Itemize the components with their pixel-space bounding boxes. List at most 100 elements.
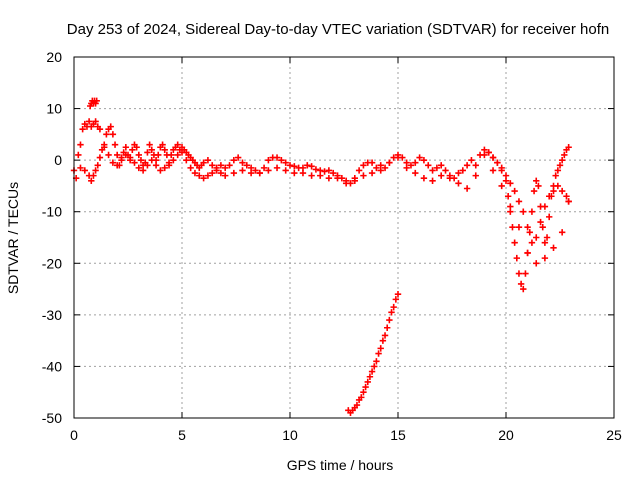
data-point <box>174 151 181 159</box>
y-tick-label: -20 <box>42 255 62 271</box>
data-point <box>388 309 395 316</box>
data-point <box>308 172 315 179</box>
data-point <box>122 144 130 151</box>
data-point <box>152 162 160 169</box>
data-point <box>377 345 384 352</box>
data-point <box>114 162 121 169</box>
data-point <box>131 159 138 166</box>
data-point <box>386 159 393 166</box>
data-point <box>129 146 136 154</box>
data-point <box>515 198 523 205</box>
x-tick-label: 20 <box>498 427 514 443</box>
data-point <box>394 154 402 161</box>
data-point <box>139 167 147 174</box>
data-point <box>239 167 246 174</box>
data-point <box>507 180 514 187</box>
data-point <box>537 218 544 226</box>
data-point <box>252 167 259 174</box>
data-point <box>541 203 549 210</box>
data-point <box>234 154 242 161</box>
data-point <box>308 163 315 170</box>
data-point <box>533 260 540 267</box>
data-point <box>133 144 140 151</box>
data-point <box>472 172 479 179</box>
data-point <box>191 169 199 177</box>
y-tick-label: 10 <box>46 101 62 117</box>
y-tick-label: -30 <box>42 307 62 323</box>
data-point <box>541 239 549 246</box>
data-point <box>565 198 572 205</box>
data-point <box>183 156 190 164</box>
chart-title: Day 253 of 2024, Sidereal Day-to-day VTE… <box>67 21 609 38</box>
data-point <box>260 164 268 172</box>
data-point <box>114 151 121 159</box>
data-point <box>522 270 529 277</box>
data-point <box>168 151 175 159</box>
data-point <box>247 169 255 177</box>
data-point <box>93 97 100 105</box>
series-drop <box>345 291 402 417</box>
plot-frame <box>73 56 615 419</box>
data-point <box>442 167 449 174</box>
data-point <box>371 363 378 370</box>
data-point <box>217 162 225 169</box>
data-point <box>463 185 471 192</box>
data-point <box>291 163 298 170</box>
data-point <box>170 156 177 164</box>
data-point <box>273 164 281 172</box>
data-point <box>429 177 436 184</box>
data-point <box>381 164 389 172</box>
data-point <box>118 156 125 164</box>
data-point <box>135 164 142 172</box>
data-point <box>438 162 445 169</box>
data-point <box>526 229 533 236</box>
data-point <box>554 167 562 174</box>
x-tick-label: 15 <box>390 427 406 443</box>
data-point <box>291 169 298 177</box>
data-point <box>239 159 246 166</box>
data-point <box>209 162 216 169</box>
data-point <box>533 177 540 184</box>
data-point <box>412 159 419 166</box>
data-point <box>373 164 380 172</box>
data-point <box>317 172 324 179</box>
series-spike <box>87 97 100 110</box>
x-tick-label: 5 <box>178 427 186 443</box>
data-point <box>109 159 117 166</box>
x-axis-title: GPS time / hours <box>287 457 394 473</box>
data-point <box>92 167 99 174</box>
data-point <box>533 234 540 241</box>
data-point <box>187 164 194 172</box>
data-point <box>90 172 97 179</box>
data-point <box>541 254 549 262</box>
data-point <box>200 159 207 166</box>
data-point <box>360 172 367 179</box>
data-point <box>420 156 428 164</box>
y-axis-title: SDTVAR / TECUs <box>5 182 21 294</box>
data-point <box>535 182 542 190</box>
data-point <box>390 303 397 311</box>
data-point <box>161 164 168 172</box>
data-point <box>81 167 88 174</box>
data-point <box>481 151 488 159</box>
data-point <box>155 151 162 159</box>
data-point <box>103 131 110 138</box>
data-point <box>498 164 505 172</box>
data-point <box>77 141 84 148</box>
data-point <box>485 149 492 156</box>
data-point <box>455 169 462 177</box>
data-point <box>368 169 376 177</box>
data-point <box>511 239 518 246</box>
data-point <box>230 156 238 164</box>
data-point <box>468 156 475 164</box>
data-point <box>489 167 497 174</box>
data-point <box>144 162 151 169</box>
data-point <box>520 285 527 293</box>
data-point <box>96 154 104 161</box>
data-point <box>265 167 272 174</box>
data-point <box>355 167 363 174</box>
data-point <box>122 151 130 159</box>
data-point <box>429 167 436 174</box>
data-point <box>222 172 229 179</box>
